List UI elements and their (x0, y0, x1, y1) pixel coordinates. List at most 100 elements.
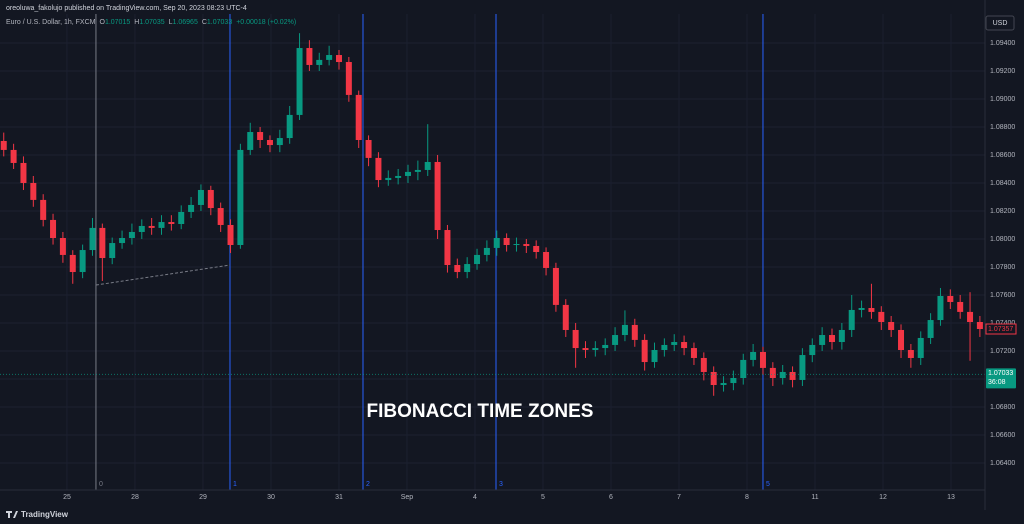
candle-body (700, 357, 707, 372)
y-tick-label: 1.09200 (990, 68, 1015, 75)
candle-body (759, 351, 766, 368)
candle-body (888, 322, 895, 330)
candle-body (631, 324, 638, 340)
candle-body (385, 177, 392, 181)
candle-body (405, 171, 412, 176)
candle-body (345, 62, 352, 95)
countdown: 36:08 (988, 379, 1006, 386)
candle-body (424, 161, 431, 170)
candle-body (247, 132, 254, 150)
currency-box[interactable] (985, 15, 1015, 31)
candle-body (730, 378, 737, 384)
currency[interactable]: USD (993, 20, 1008, 27)
candle-body (483, 247, 490, 255)
candle-body (671, 342, 678, 345)
candle-body (543, 252, 550, 268)
c-label: C (202, 19, 207, 26)
candle-body (828, 335, 835, 343)
y-tick-label: 1.07400 (990, 320, 1015, 327)
x-tick-label: Sep (401, 494, 414, 501)
candle-body (306, 48, 313, 65)
x-tick-label: 5 (541, 494, 545, 501)
candle-body (740, 359, 747, 378)
plot (0, 33, 985, 396)
candle-body (89, 227, 96, 251)
candle-body (69, 254, 76, 273)
candle-body (119, 238, 126, 244)
candle-body (335, 55, 342, 63)
candle-body (434, 161, 441, 231)
candle-body (286, 114, 293, 139)
candle-body (572, 329, 579, 349)
candle-body (326, 55, 333, 60)
candle-body (917, 337, 924, 358)
candle-body (266, 140, 273, 146)
candle-body (316, 59, 323, 65)
candle-body (158, 222, 165, 228)
candle-body (937, 295, 944, 321)
candle-body (750, 351, 757, 360)
candle-body (207, 189, 214, 209)
candle-body (99, 227, 106, 259)
candle-body (474, 254, 481, 265)
candle-body (503, 238, 510, 245)
x-tick-label: 11 (811, 494, 818, 501)
y-tick-label: 1.08000 (990, 236, 1015, 243)
candle-body (365, 140, 372, 158)
marker-price-label: 1.07357 (988, 326, 1013, 333)
candle-body (227, 224, 234, 245)
fib-zone-label: 1 (233, 481, 237, 488)
candle-body (779, 371, 786, 378)
y-tick-label: 1.07800 (990, 264, 1015, 271)
symbol: Euro / U.S. Dollar, 1h, FXCM (6, 19, 96, 26)
candle-body (799, 355, 806, 380)
trend-line (95, 264, 231, 286)
x-tick-label: 13 (947, 494, 955, 501)
last-price-label: 1.07033 (988, 370, 1013, 377)
candle-body (710, 371, 717, 385)
candle-body (10, 149, 17, 163)
x-tick-label: 25 (63, 494, 71, 501)
y-tick-label: 1.07200 (990, 348, 1015, 355)
candle-body (30, 182, 37, 200)
y-tick-label: 1.09000 (990, 96, 1015, 103)
candle-body (769, 367, 776, 378)
x-tick-label: 4 (473, 494, 477, 501)
fib-zone-label: 2 (366, 481, 370, 488)
marker-price-box (985, 323, 1017, 335)
candle-body (907, 350, 914, 358)
candle-body (395, 175, 402, 178)
x-tick-label: 8 (745, 494, 749, 501)
candle-body (20, 162, 27, 183)
branding: TradingView (21, 510, 69, 519)
candle-body (927, 320, 934, 338)
candle-body (858, 308, 865, 310)
candle-body (621, 324, 628, 336)
x-tick-label: 12 (879, 494, 887, 501)
candle-body (375, 157, 382, 181)
candle-body (513, 244, 520, 246)
candle-body (0, 140, 7, 150)
l-label: L (169, 19, 173, 26)
candle-body (848, 309, 855, 330)
candle-body (562, 304, 569, 330)
candle-body (957, 301, 964, 312)
candle-body (444, 230, 451, 266)
candle-body (681, 342, 688, 349)
candle-body (414, 169, 421, 172)
h-value: 1.07035 (139, 19, 164, 26)
fib-zone-label: 3 (499, 481, 503, 488)
change: +0.00018 (+0.02%) (236, 19, 296, 26)
candle-body (602, 344, 609, 349)
candle-body (79, 250, 86, 273)
fib-zone-label: 0 (99, 481, 103, 488)
o-label: O (99, 19, 105, 26)
candle-body (868, 308, 875, 312)
y-tick-label: 1.08600 (990, 152, 1015, 159)
logo-mark (6, 511, 18, 518)
candle-body (651, 350, 658, 363)
candle-body (464, 264, 471, 273)
last-price-box (986, 368, 1016, 389)
